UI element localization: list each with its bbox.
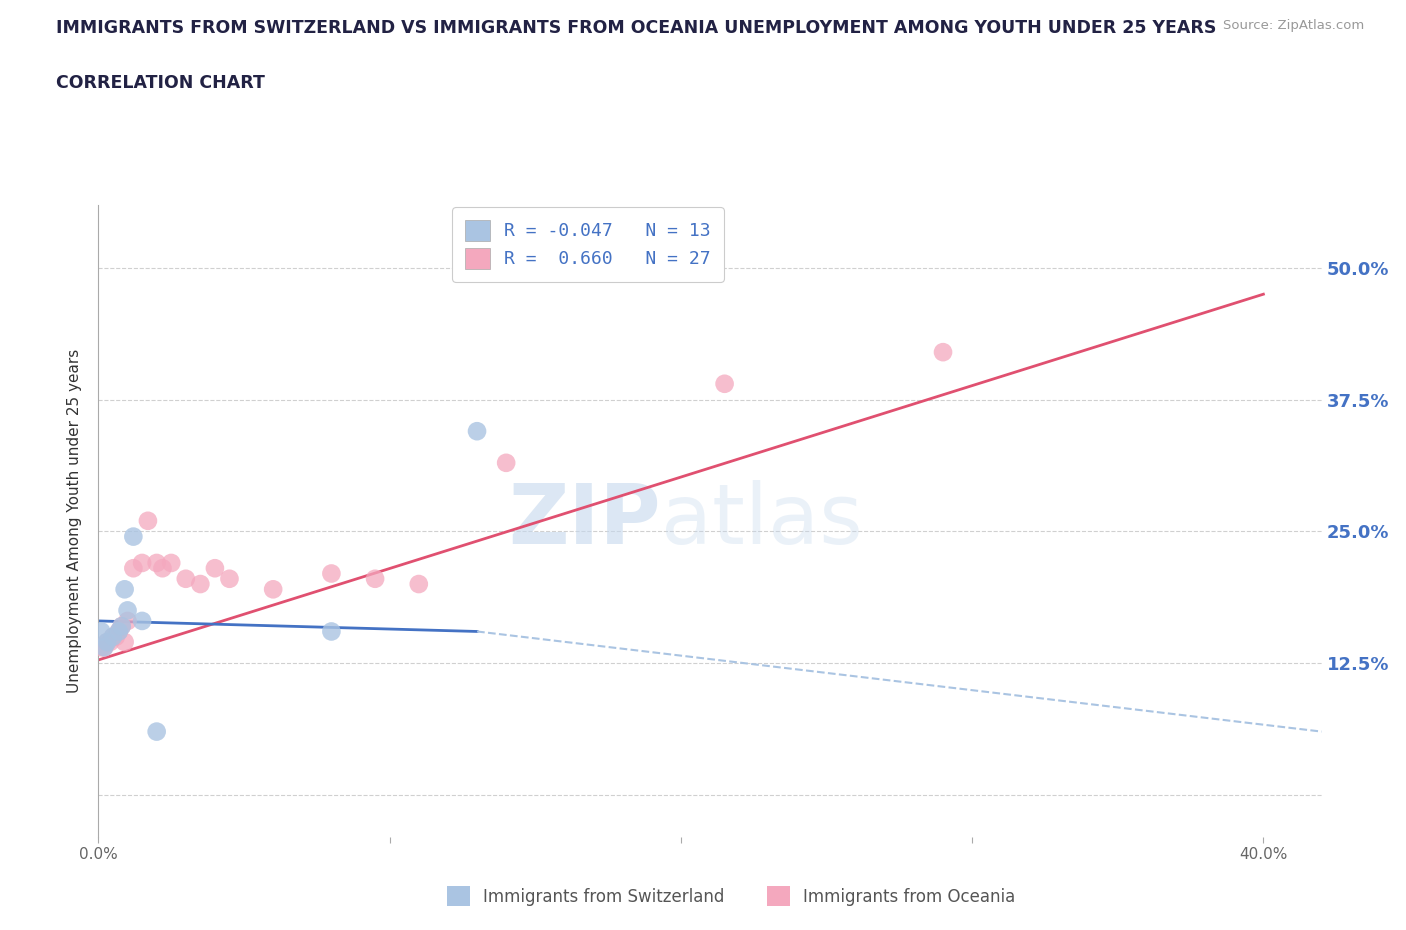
Point bbox=[117, 614, 139, 629]
Point bbox=[465, 424, 488, 439]
Y-axis label: Unemployment Among Youth under 25 years: Unemployment Among Youth under 25 years bbox=[67, 349, 83, 693]
Point bbox=[114, 634, 136, 649]
Point bbox=[152, 561, 174, 576]
Point bbox=[408, 577, 430, 591]
Text: IMMIGRANTS FROM SWITZERLAND VS IMMIGRANTS FROM OCEANIA UNEMPLOYMENT AMONG YOUTH : IMMIGRANTS FROM SWITZERLAND VS IMMIGRANT… bbox=[56, 19, 1216, 36]
Point bbox=[321, 566, 343, 581]
Point bbox=[101, 630, 124, 644]
Point bbox=[90, 624, 112, 639]
Point bbox=[364, 571, 387, 586]
Point bbox=[145, 555, 167, 570]
Point bbox=[111, 618, 134, 633]
Text: ZIP: ZIP bbox=[509, 480, 661, 562]
Point bbox=[104, 630, 127, 644]
Point bbox=[321, 624, 343, 639]
Point bbox=[262, 582, 284, 597]
Point bbox=[111, 618, 134, 633]
Point bbox=[131, 614, 153, 629]
Text: CORRELATION CHART: CORRELATION CHART bbox=[56, 74, 266, 92]
Point bbox=[495, 456, 517, 471]
Point bbox=[131, 555, 153, 570]
Point bbox=[160, 555, 183, 570]
Point bbox=[932, 345, 955, 360]
Point bbox=[204, 561, 226, 576]
Text: Source: ZipAtlas.com: Source: ZipAtlas.com bbox=[1223, 19, 1364, 32]
Point bbox=[136, 513, 159, 528]
Point bbox=[218, 571, 240, 586]
Point bbox=[96, 634, 118, 649]
Point bbox=[96, 634, 118, 649]
Point bbox=[122, 561, 145, 576]
Point bbox=[93, 640, 115, 655]
Point bbox=[108, 624, 131, 639]
Point bbox=[122, 529, 145, 544]
Point bbox=[145, 724, 167, 739]
Point bbox=[174, 571, 197, 586]
Point bbox=[93, 640, 115, 655]
Point bbox=[108, 624, 131, 639]
Legend: Immigrants from Switzerland, Immigrants from Oceania: Immigrants from Switzerland, Immigrants … bbox=[440, 880, 1022, 912]
Point bbox=[117, 603, 139, 618]
Text: atlas: atlas bbox=[661, 480, 863, 562]
Point bbox=[188, 577, 212, 591]
Point bbox=[90, 640, 112, 655]
Point bbox=[101, 630, 124, 644]
Point bbox=[114, 582, 136, 597]
Point bbox=[98, 634, 121, 649]
Point bbox=[713, 377, 735, 392]
Legend: R = -0.047   N = 13, R =  0.660   N = 27: R = -0.047 N = 13, R = 0.660 N = 27 bbox=[451, 207, 724, 282]
